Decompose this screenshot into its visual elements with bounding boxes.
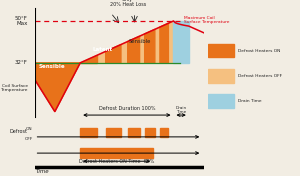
Text: Defrost Heaters OFF: Defrost Heaters OFF [238, 74, 282, 78]
Text: 32°F: 32°F [15, 60, 28, 65]
Text: Defrost Heaters ON Time  60%: Defrost Heaters ON Time 60% [79, 159, 154, 164]
Polygon shape [128, 36, 140, 63]
Polygon shape [208, 44, 234, 58]
Text: Time: Time [36, 169, 50, 174]
Text: OFF: OFF [24, 137, 33, 141]
Text: Drain
Time: Drain Time [176, 106, 187, 114]
Polygon shape [106, 128, 121, 137]
Polygon shape [106, 45, 121, 63]
Text: Sensible: Sensible [38, 64, 65, 69]
Polygon shape [145, 128, 155, 137]
Polygon shape [80, 147, 153, 158]
Polygon shape [80, 128, 97, 137]
Text: Sensible: Sensible [128, 39, 151, 44]
Polygon shape [80, 55, 97, 63]
Polygon shape [145, 29, 155, 63]
Text: ON: ON [26, 127, 33, 131]
Text: Latent: Latent [92, 47, 112, 52]
Polygon shape [208, 69, 234, 83]
Text: Maximum Coil
Surface Temperature: Maximum Coil Surface Temperature [184, 15, 229, 24]
Polygon shape [208, 95, 234, 108]
Text: Defrost: Defrost [10, 129, 28, 134]
Polygon shape [173, 21, 189, 63]
Text: Drain Time: Drain Time [238, 99, 262, 103]
Polygon shape [34, 63, 80, 112]
Text: Defrost Heaters ON: Defrost Heaters ON [238, 49, 280, 53]
Text: 50°F
Max: 50°F Max [15, 16, 28, 26]
Text: Coil Surface
Temperature: Coil Surface Temperature [0, 84, 28, 92]
Polygon shape [128, 128, 140, 137]
Polygon shape [160, 128, 168, 137]
Polygon shape [160, 23, 168, 63]
Polygon shape [80, 21, 173, 63]
Text: Defrost Duration 100%: Defrost Duration 100% [99, 106, 155, 111]
Text: Only
20% Heat Loss: Only 20% Heat Loss [110, 0, 146, 7]
